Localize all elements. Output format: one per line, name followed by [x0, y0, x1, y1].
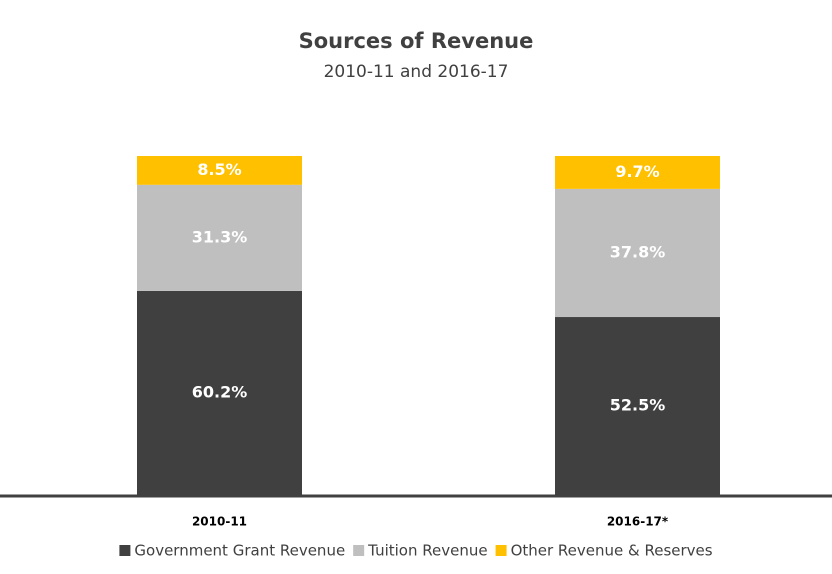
plot-area: 60.2% 31.3% 8.5% 52.5% 37.8% 9.7% [137, 156, 720, 495]
legend-label: Tuition Revenue [367, 542, 487, 560]
bar-segment [137, 156, 302, 185]
data-label: 60.2% [192, 382, 248, 401]
data-label: 52.5% [610, 396, 666, 415]
bar-segment [555, 188, 720, 318]
legend-label: Government Grant Revenue [134, 542, 345, 560]
data-label: 31.3% [192, 227, 248, 246]
x-tick-label: 2010-11 [192, 515, 247, 529]
bar-segment [137, 184, 302, 291]
bar-segment [555, 317, 720, 495]
data-label: 37.8% [610, 242, 666, 261]
legend-swatch [495, 545, 507, 556]
legend-swatch [119, 545, 131, 556]
bar-segment [137, 290, 302, 495]
x-tick-label: 2016-17* [607, 515, 669, 529]
chart-title: Sources of Revenue [299, 29, 534, 53]
data-label: 8.5% [197, 160, 241, 179]
bar-segment [555, 156, 720, 189]
legend: Government Grant Revenue Tuition Revenue O… [119, 542, 713, 560]
legend-label: Other Revenue & Reserves [511, 542, 713, 560]
chart-subtitle: 2010-11 and 2016-17 [324, 62, 509, 82]
legend-swatch [353, 545, 365, 556]
data-label: 9.7% [615, 162, 659, 181]
